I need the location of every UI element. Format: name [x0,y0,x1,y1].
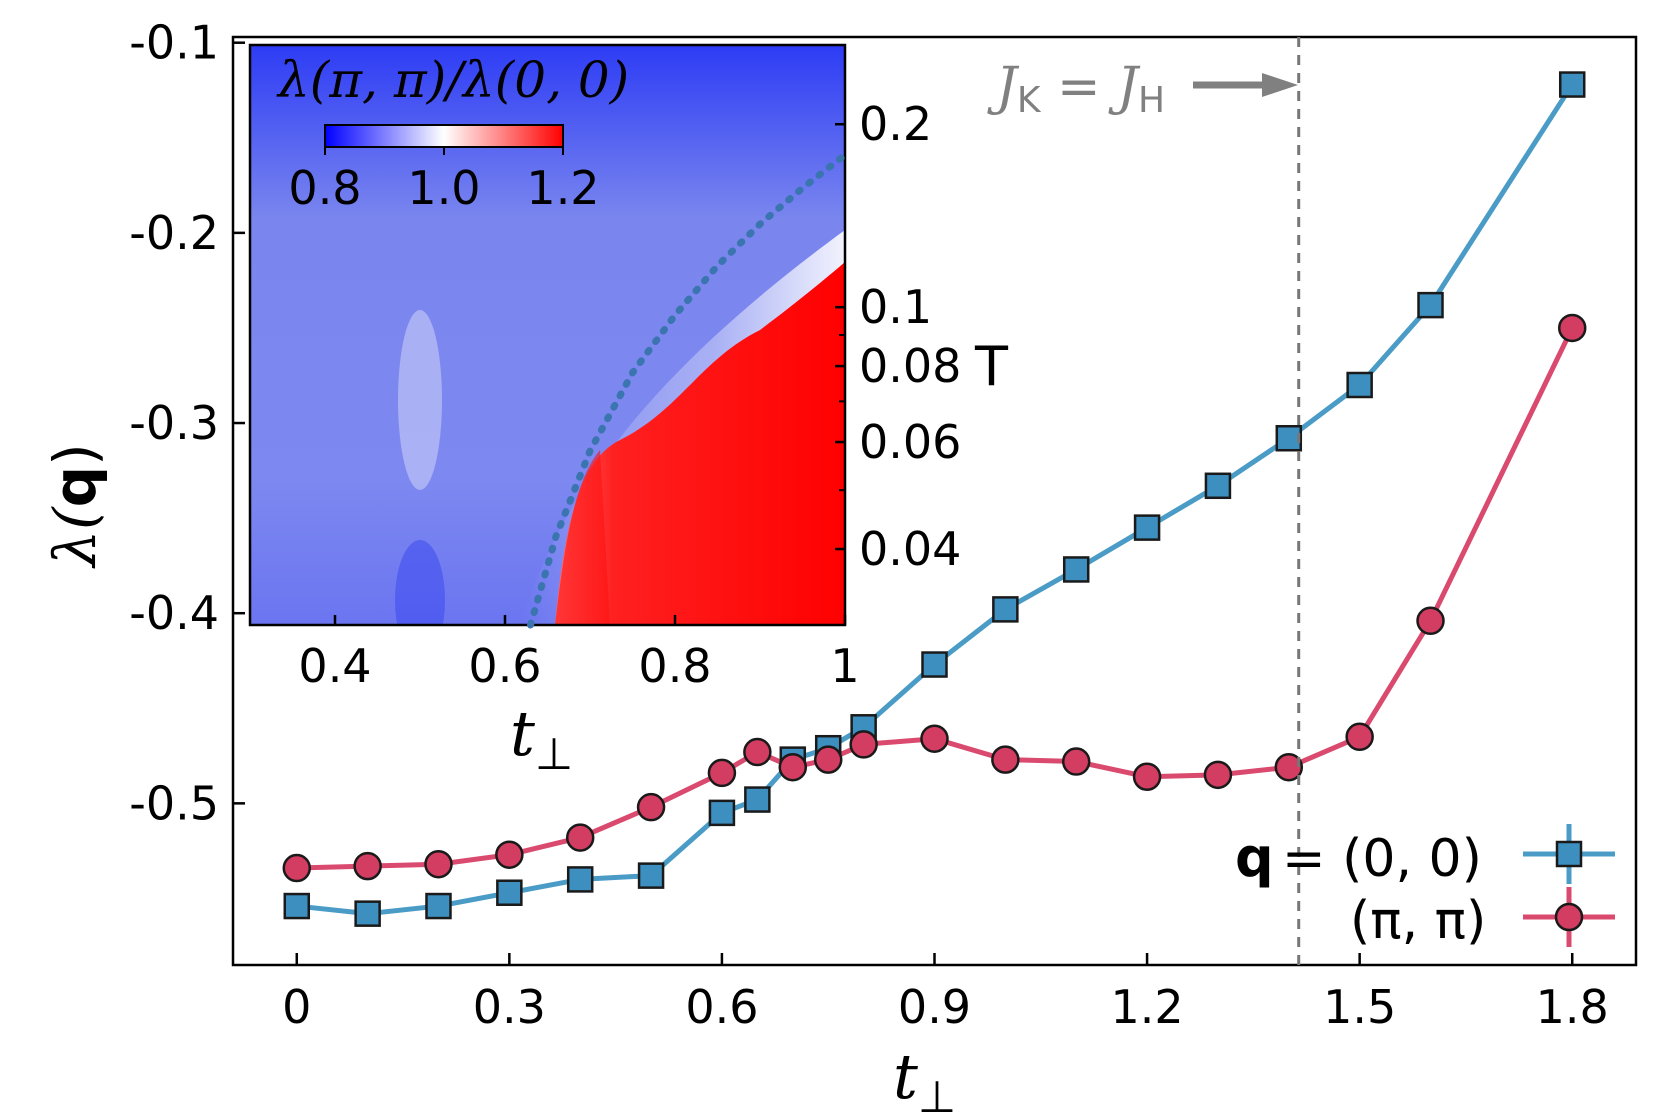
inset-title: λ(π, π)/λ(0, 0) [276,51,629,109]
jk-jh-annotation: JK = JH [987,57,1298,121]
inset-xtick-label: 0.8 [638,639,711,693]
point-pipi [1203,760,1233,790]
main-ytick-label: -0.4 [129,586,219,640]
point-pipi [1132,762,1162,791]
main-xlabel: t⊥ [893,1040,956,1115]
point-pipi [707,758,737,788]
main-xtick-label: 0.3 [473,980,546,1034]
colorbar-tick-label: 1.2 [526,161,599,215]
point-pipi [1557,313,1587,343]
point-pipi [565,823,595,852]
point-pipi [1061,747,1091,776]
point-pipi [1345,722,1374,752]
annotation-eq: = [1040,57,1117,117]
main-ytick-label: -0.1 [129,16,219,70]
point-00 [1346,371,1373,399]
inset-xlabel: t⊥ [510,697,573,780]
point-pipi [1274,752,1304,782]
legend-label-00: = (0, 0) [1282,829,1482,889]
legend: q = (0, 0) (π, π) [1235,824,1615,951]
point-00 [283,892,311,920]
inset-ytick-label: 0.04 [859,522,961,576]
main-xtick-label: 1.5 [1323,980,1396,1034]
point-00 [1558,71,1586,98]
colorbar-tick-label: 1.0 [407,161,480,215]
inset-ytick-label: 0.1 [859,280,932,334]
main-ytick-label: -0.3 [129,396,219,450]
inset-ticks: 0.4 0.6 0.8 1 0.04 0.06 0.080.1 0.2 [298,97,961,693]
main-ytick-label: -0.2 [129,206,219,260]
point-pipi [424,849,453,879]
main-ytick-label: -0.5 [129,776,219,830]
inset-xtick-label: 1 [830,639,859,693]
point-00 [425,892,452,920]
point-00 [1133,514,1161,541]
point-pipi [778,752,808,782]
point-pipi [353,851,382,881]
inset-ytick-label: 0.08 [859,339,961,393]
point-00 [1417,291,1444,319]
colorbar-ticks: 0.8 1.0 1.2 [288,147,600,215]
point-00 [354,900,381,927]
annotation-sub-k: K [1017,80,1042,121]
main-xtick-label: 0.9 [898,980,971,1034]
inset-boundary-curve [527,151,849,629]
main-ticks: 0 0.3 0.6 0.9 1.2 1.5 1.8 -0.1 -0.2 -0.3 -0.4 -0.5 [129,16,1609,1034]
colorbar [324,124,564,148]
point-pipi [282,853,312,883]
point-00 [566,866,594,893]
svg-text:JK = JH: JK = JH [987,57,1165,121]
point-pipi [920,724,949,753]
point-pipi [813,745,843,774]
inset-xtick-label: 0.6 [468,639,541,693]
point-pipi [849,730,878,759]
point-pipi [636,792,666,822]
point-00 [744,786,771,813]
main-xtick-label: 0.6 [685,980,758,1034]
point-00 [637,862,665,889]
point-00 [921,651,948,678]
legend-label-pipi: (π, π) [1350,891,1486,951]
main-xtick-label: 1.2 [1110,980,1183,1034]
legend-marker-00 [1523,824,1615,884]
point-00 [708,799,736,827]
inset-ylabel: T [974,335,1009,398]
point-00 [496,879,523,906]
colorbar-tick-label: 0.8 [288,161,361,215]
point-pipi [743,737,772,767]
legend-marker-pipi [1523,887,1615,947]
point-00 [1204,472,1232,500]
annotation-sub-h: H [1138,80,1165,121]
main-xtick-label: 1.8 [1536,980,1609,1034]
point-pipi [495,840,524,869]
annotation-j1: J [987,57,1020,117]
main-xtick-label: 0 [282,980,311,1034]
main-series-layer [282,71,1587,927]
point-00 [992,596,1019,623]
main-ylabel: λ(q) [41,443,109,569]
point-pipi [991,745,1020,774]
inset-ytick-label: 0.06 [859,415,961,469]
legend-q-symbol: q [1235,826,1274,889]
inset-xtick-label: 0.4 [298,639,371,693]
point-00 [1275,424,1303,452]
point-pipi [1416,606,1445,636]
inset-ytick-label: 0.2 [859,97,932,151]
annotation-arrow-head [1262,73,1298,97]
point-00 [1062,556,1090,583]
